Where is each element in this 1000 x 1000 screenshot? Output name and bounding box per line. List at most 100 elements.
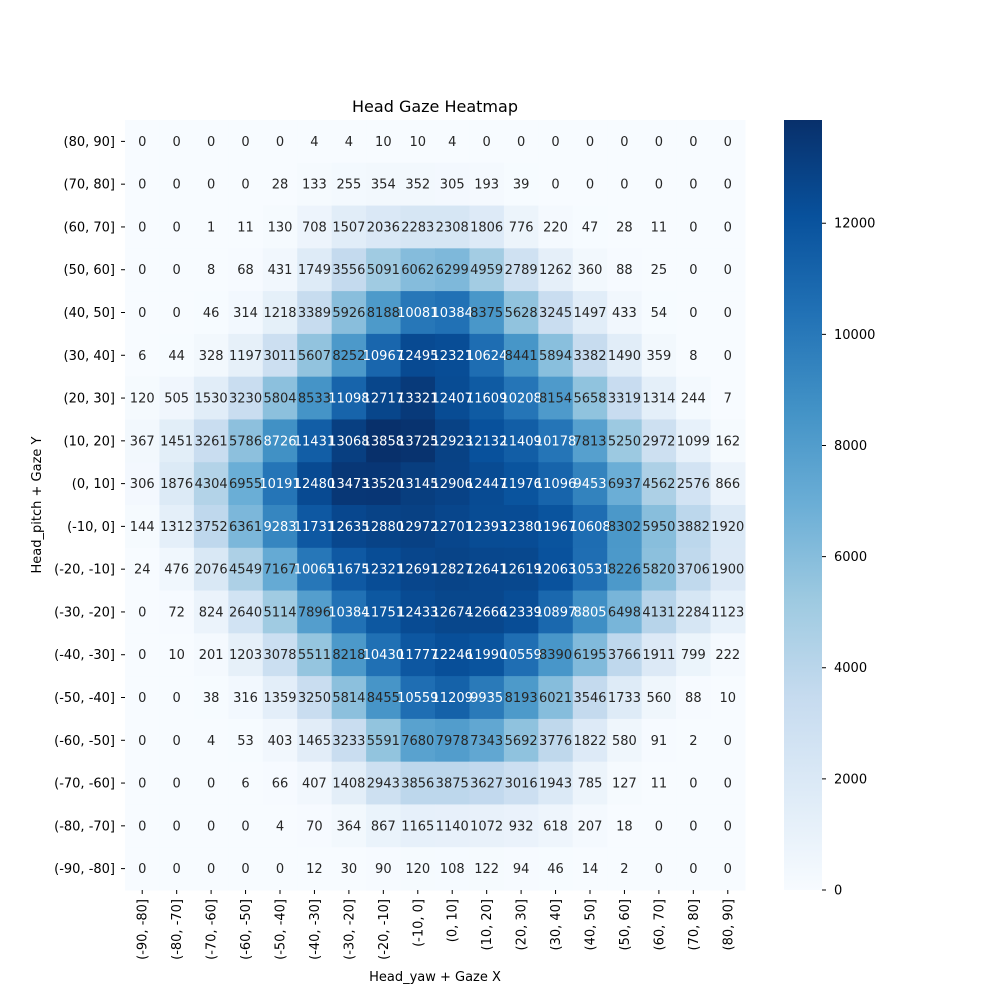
heatmap-cell: [435, 718, 470, 763]
heatmap-cell: [503, 847, 539, 891]
cell-value-label: 12923: [432, 434, 473, 449]
cell-value-label: 0: [276, 135, 284, 150]
cell-value-label: 10967: [363, 349, 404, 364]
heatmap-cell: [228, 847, 264, 891]
cell-value-label: 5250: [608, 434, 641, 449]
heatmap-cell: [331, 676, 367, 720]
cell-value-label: 2036: [367, 220, 400, 235]
heatmap-cell: [676, 547, 712, 592]
heatmap-cell: [538, 376, 574, 420]
heatmap-cell: [125, 120, 160, 164]
cell-value-label: 13858: [363, 434, 404, 449]
heatmap-cells: [125, 120, 746, 891]
heatmap-cell: [572, 804, 608, 848]
heatmap-cell: [366, 205, 402, 249]
cell-value-label: 2576: [677, 477, 710, 492]
heatmap-cell: [228, 718, 264, 763]
heatmap-cell: [607, 590, 643, 634]
cell-value-label: 91: [651, 734, 668, 749]
cell-value-label: 0: [689, 178, 697, 193]
heatmap-cell: [125, 676, 160, 720]
heatmap-cell: [676, 847, 712, 891]
cell-value-label: 24: [134, 563, 151, 578]
cell-value-label: 799: [681, 648, 706, 663]
cell-value-label: 618: [543, 819, 568, 834]
heatmap-cell: [710, 718, 746, 763]
heatmap-cell: [366, 419, 402, 463]
heatmap-cell: [297, 120, 333, 164]
heatmap-cell: [193, 376, 229, 420]
cell-value-label: 314: [233, 306, 258, 321]
colorbar-tick-label: 2000: [834, 772, 867, 787]
cell-value-label: 12880: [363, 520, 404, 535]
cell-value-label: 10384: [328, 605, 369, 620]
heatmap-cell: [572, 462, 608, 506]
heatmap-cell: [262, 505, 298, 549]
cell-value-label: 8533: [298, 392, 331, 407]
cell-value-label: 12132: [466, 434, 507, 449]
cell-value-label: 25: [651, 263, 668, 278]
cell-value-label: 6021: [539, 691, 572, 706]
heatmap-cell: [435, 633, 470, 677]
heatmap-cell: [228, 462, 264, 506]
cell-value-label: 4304: [195, 477, 228, 492]
cell-value-label: 0: [173, 306, 181, 321]
heatmap-cell: [641, 205, 677, 249]
heatmap-cell: [400, 205, 436, 249]
heatmap-cell: [607, 718, 643, 763]
y-tick-label: (20, 30]: [64, 392, 116, 407]
heatmap-cell: [297, 676, 333, 720]
cell-value-label: 9283: [263, 520, 296, 535]
cell-value-label: 39: [513, 178, 530, 193]
heatmap-cell: [435, 462, 470, 506]
cell-value-label: 6062: [401, 263, 434, 278]
heatmap-cell: [607, 547, 643, 592]
colorbar-tick-label: 6000: [834, 550, 867, 565]
cell-value-label: 244: [681, 392, 706, 407]
cell-value-label: 11731: [294, 520, 335, 535]
heatmap-cell: [607, 419, 643, 463]
heatmap-cell: [262, 590, 298, 634]
heatmap-cell: [400, 462, 436, 506]
heatmap-cell: [676, 804, 712, 848]
cell-value-label: 8441: [505, 349, 538, 364]
cell-value-label: 5511: [298, 648, 331, 663]
heatmap-cell: [193, 590, 229, 634]
cell-value-label: 94: [513, 862, 530, 877]
cell-value-label: 8193: [505, 691, 538, 706]
heatmap-cell: [400, 804, 436, 848]
cell-value-label: 708: [302, 220, 327, 235]
heatmap-cell: [159, 205, 195, 249]
heatmap-cell: [331, 590, 367, 634]
heatmap-cell: [641, 376, 677, 420]
cell-value-label: 5114: [263, 605, 296, 620]
y-tick-label: (40, 50]: [64, 306, 116, 321]
heatmap-cell: [503, 718, 539, 763]
cell-value-label: 11: [237, 220, 254, 235]
heatmap-cell: [400, 718, 436, 763]
cell-value-label: 5091: [367, 263, 400, 278]
cell-value-label: 9935: [470, 691, 503, 706]
heatmap-cell: [641, 804, 677, 848]
heatmap-cell: [125, 419, 160, 463]
heatmap-cell: [710, 633, 746, 677]
heatmap-cell: [125, 547, 160, 592]
x-axis-ticks: (-90, -80] (-80, -70] (-70, -60] (-60, -50]…: [136, 890, 736, 960]
heatmap-cell: [400, 676, 436, 720]
heatmap-cell: [228, 120, 264, 164]
y-tick-label: (-90, -80]: [54, 862, 115, 877]
cell-value-label: 4: [310, 135, 318, 150]
cell-value-label: 3776: [539, 734, 572, 749]
cell-value-label: 12619: [500, 563, 541, 578]
heatmap-cell: [400, 333, 436, 378]
colorbar-tick-label: 0: [834, 884, 842, 899]
cell-value-label: 0: [138, 777, 146, 792]
heatmap-cell: [469, 718, 505, 763]
cell-value-label: 10: [375, 135, 392, 150]
cell-value-label: 53: [237, 734, 254, 749]
heatmap-cell: [159, 804, 195, 848]
heatmap-cell: [297, 462, 333, 506]
heatmap-cell: [228, 761, 264, 805]
heatmap-cell: [297, 248, 333, 292]
y-tick-label: (-60, -50]: [54, 734, 115, 749]
